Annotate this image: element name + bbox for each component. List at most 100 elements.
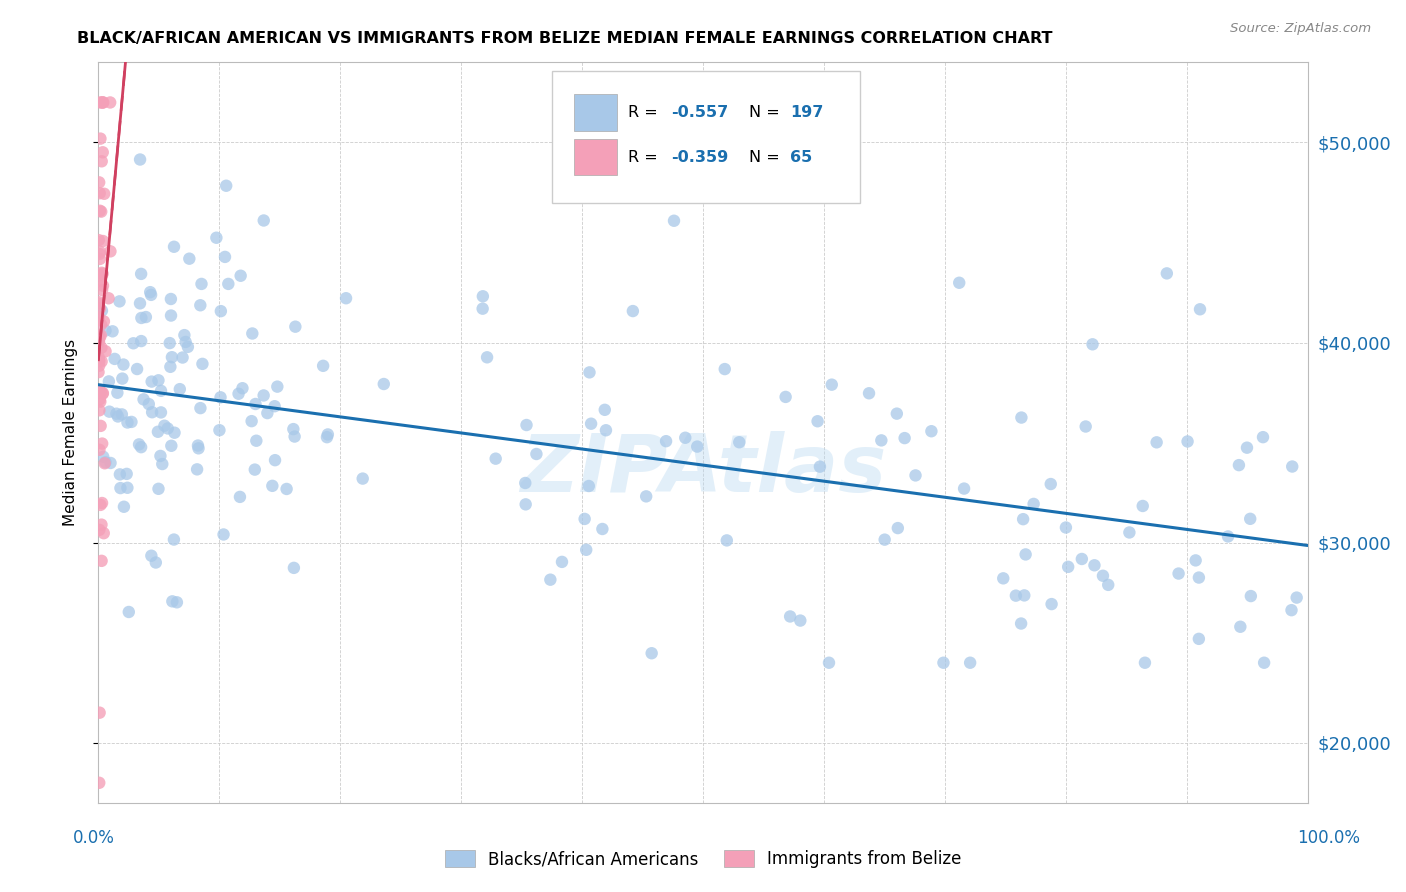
Point (578, 479, 600, 493)
Point (229, 268, 252, 283)
Point (953, 482, 976, 496)
Point (471, 301, 494, 316)
Point (1216, 529, 1239, 543)
Point (91, 95, 114, 110)
Point (131, 310, 153, 325)
Point (89, 203, 111, 218)
Point (716, 533, 738, 548)
Point (1118, 525, 1140, 540)
Point (1022, 497, 1045, 511)
Point (312, 359, 335, 373)
Point (485, 451, 508, 466)
Point (335, 291, 357, 305)
Point (148, 482, 170, 496)
Point (1239, 512, 1261, 526)
Point (90, 204, 112, 219)
Point (595, 423, 617, 437)
Point (1281, 603, 1303, 617)
Point (89, 186, 111, 201)
Point (256, 406, 278, 420)
Point (91, 145, 114, 160)
Point (89, 523, 111, 537)
Point (148, 373, 170, 387)
Point (1167, 566, 1189, 581)
Point (284, 429, 307, 443)
Point (1010, 616, 1032, 631)
Point (591, 522, 613, 536)
Point (1133, 656, 1156, 670)
Point (139, 288, 162, 302)
Point (188, 298, 211, 312)
Point (89, 95, 111, 110)
Point (177, 340, 200, 354)
Point (108, 294, 131, 309)
Point (89, 776, 111, 790)
Point (89, 301, 111, 316)
Point (186, 462, 208, 476)
Point (515, 417, 537, 432)
Point (89, 384, 111, 399)
Point (673, 431, 696, 445)
Point (1083, 558, 1105, 573)
Point (91, 303, 114, 318)
Point (94, 455, 117, 469)
Point (129, 334, 152, 348)
Point (873, 533, 896, 547)
Point (87, 353, 110, 368)
Point (91, 496, 114, 510)
Point (959, 656, 981, 670)
Point (89, 252, 111, 266)
Point (93, 526, 115, 541)
Point (89, 131, 111, 145)
Point (118, 605, 141, 619)
Legend: Blacks/African Americans, Immigrants from Belize: Blacks/African Americans, Immigrants fro… (439, 843, 967, 875)
Text: -0.359: -0.359 (672, 150, 728, 165)
Point (1081, 337, 1104, 351)
Point (156, 421, 179, 435)
Point (253, 388, 276, 402)
Point (91, 267, 114, 281)
Point (818, 656, 841, 670)
Point (713, 362, 735, 376)
Point (129, 440, 152, 454)
Point (89, 331, 111, 345)
Point (1146, 435, 1168, 450)
Point (1054, 520, 1077, 534)
Point (93, 456, 115, 470)
Point (141, 549, 163, 563)
Point (1010, 410, 1032, 425)
Point (89, 392, 111, 407)
Point (209, 390, 232, 404)
Point (166, 595, 188, 609)
Point (231, 381, 253, 395)
Point (87, 310, 110, 324)
Point (149, 405, 172, 419)
Point (904, 468, 927, 483)
Point (538, 573, 561, 587)
Point (100, 244, 122, 259)
Point (90, 266, 112, 280)
Point (121, 415, 143, 429)
Point (579, 417, 602, 431)
Point (574, 512, 596, 526)
Point (1039, 477, 1062, 491)
FancyBboxPatch shape (574, 138, 617, 175)
Point (174, 334, 197, 349)
Text: N =: N = (749, 150, 785, 165)
Point (91, 95, 114, 110)
Point (104, 351, 127, 366)
Point (90, 354, 112, 368)
Point (283, 422, 305, 436)
Point (266, 379, 288, 393)
Point (209, 304, 232, 318)
Point (93, 314, 115, 328)
Point (132, 392, 155, 407)
Point (214, 250, 236, 264)
Point (91, 386, 114, 401)
Point (101, 324, 124, 338)
Point (91, 283, 114, 297)
Point (90, 554, 112, 568)
Point (90, 154, 112, 169)
Point (253, 213, 276, 227)
Point (150, 384, 173, 398)
